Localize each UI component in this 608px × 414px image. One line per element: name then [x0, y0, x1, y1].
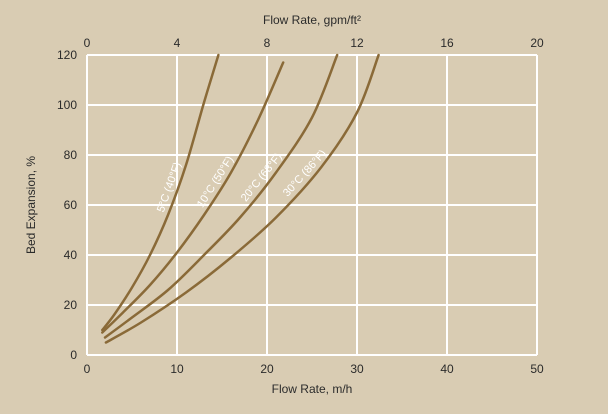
x-tick-label: 20 — [260, 362, 274, 376]
top-x-tick-label: 0 — [84, 36, 91, 50]
top-x-tick-label: 8 — [264, 36, 271, 50]
x-tick-label: 30 — [350, 362, 364, 376]
x-tick-label: 10 — [170, 362, 184, 376]
top-x-tick-label: 12 — [350, 36, 364, 50]
y-tick-label: 80 — [64, 148, 78, 162]
y-tick-label: 0 — [70, 348, 77, 362]
x-tick-label: 50 — [530, 362, 544, 376]
y-tick-label: 100 — [57, 98, 77, 112]
series-line — [103, 53, 339, 339]
series-line — [101, 53, 220, 332]
y-tick-label: 40 — [64, 248, 78, 262]
top-x-tick-label: 4 — [174, 36, 181, 50]
x-tick-label: 40 — [440, 362, 454, 376]
top-x-tick-label: 20 — [530, 36, 544, 50]
x-axis-title: Flow Rate, m/h — [272, 382, 353, 396]
top-x-tick-label: 16 — [440, 36, 454, 50]
grid — [86, 54, 538, 356]
x-tick-label: 0 — [84, 362, 91, 376]
top-x-axis-title: Flow Rate, gpm/ft² — [263, 13, 361, 27]
series-line — [104, 53, 380, 344]
y-tick-label: 20 — [64, 298, 78, 312]
y-tick-label: 60 — [64, 198, 78, 212]
curves — [101, 53, 380, 344]
tick-labels: 0 20 40 60 80 100 120 0 10 20 30 40 50 0 4 8 12 16 20 — [57, 36, 544, 376]
y-tick-label: 120 — [57, 48, 77, 62]
series-line — [101, 61, 285, 334]
y-axis-title: Bed Expansion, % — [24, 156, 38, 254]
